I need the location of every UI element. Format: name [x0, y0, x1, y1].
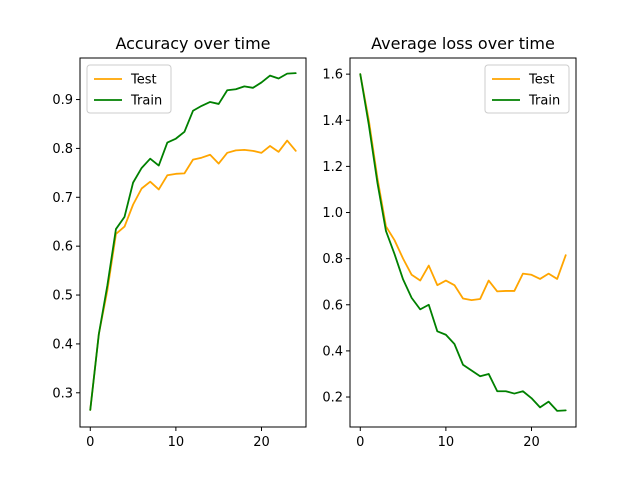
loss-y-tick-label: 0.4 [322, 344, 343, 359]
loss-legend: Test Train [484, 64, 570, 114]
loss-chart: Average loss over time 0 10 20 0.2 0.4 0.6 0.8 1… [322, 34, 577, 450]
accuracy-legend: Test Train [86, 64, 172, 114]
loss-y-tick-label: 0.8 [322, 252, 343, 267]
loss-axes-frame [349, 57, 577, 428]
accuracy-x-tick-label: 0 [86, 435, 94, 450]
loss-x-tick-label: 20 [523, 435, 540, 450]
loss-legend-label-test: Test [528, 73, 555, 88]
accuracy-y-tick-label: 0.9 [52, 93, 73, 108]
loss-y-tick-label: 1.4 [322, 114, 343, 129]
loss-y-tick-label: 0.6 [322, 298, 343, 313]
loss-series-train-line [359, 73, 567, 412]
accuracy-y-tick-label: 0.8 [52, 142, 73, 157]
accuracy-legend-box [86, 64, 172, 114]
accuracy-y-tick-label: 0.7 [52, 191, 73, 206]
accuracy-x-tick-label: 10 [168, 435, 185, 450]
accuracy-y-tick-label: 0.6 [52, 240, 73, 255]
loss-y-tick-label: 0.2 [322, 391, 343, 406]
accuracy-y-tick-label: 0.4 [52, 337, 73, 352]
accuracy-series-train-line [89, 72, 297, 411]
accuracy-x-tick-label: 20 [253, 435, 270, 450]
loss-legend-box [484, 64, 570, 114]
loss-series-test-line [359, 73, 567, 302]
loss-y-tick-label: 1.2 [322, 160, 343, 175]
loss-x-tick-label: 10 [438, 435, 455, 450]
accuracy-legend-label-train: Train [130, 94, 162, 109]
loss-y-tick-label: 1.6 [322, 68, 343, 83]
accuracy-y-tick-label: 0.3 [52, 386, 73, 401]
loss-legend-label-train: Train [528, 94, 560, 109]
accuracy-series-test-line [89, 139, 297, 411]
loss-y-tick-label: 1.0 [322, 206, 343, 221]
accuracy-axes-frame [79, 57, 307, 428]
accuracy-chart-title: Accuracy over time [115, 34, 270, 53]
loss-chart-title: Average loss over time [371, 34, 555, 53]
accuracy-y-tick-label: 0.5 [52, 289, 73, 304]
loss-x-tick-label: 0 [356, 435, 364, 450]
accuracy-legend-label-test: Test [130, 73, 157, 88]
accuracy-chart: Accuracy over time 0 10 20 0.3 0.4 0.5 0.6 0.7 0.… [52, 34, 307, 450]
